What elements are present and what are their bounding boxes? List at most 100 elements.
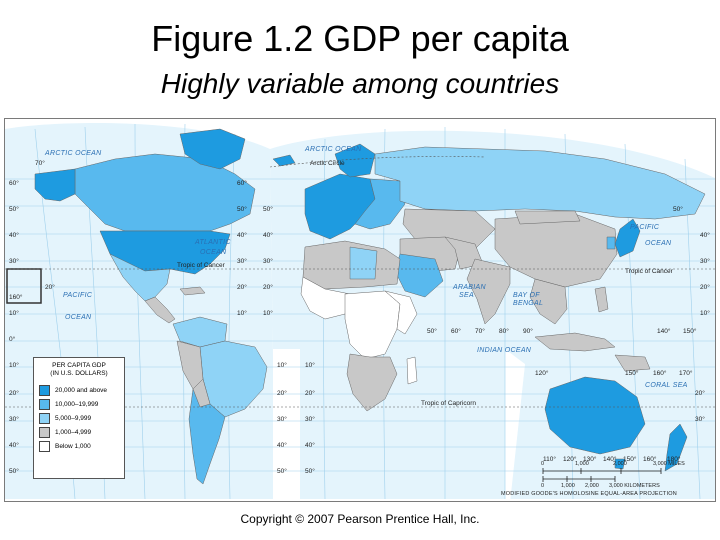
scale-km-0: 0 bbox=[541, 483, 545, 489]
legend-item: Below 1,000 bbox=[39, 440, 119, 453]
pacific-ocean-left-label-2: OCEAN bbox=[65, 314, 92, 321]
deg-label: 130° bbox=[583, 455, 597, 463]
scale-miles-2000: 2,000 bbox=[613, 461, 627, 467]
deg-label: 0° bbox=[9, 335, 16, 343]
deg-label: 110° bbox=[543, 455, 556, 463]
deg-label: 170° bbox=[679, 369, 693, 377]
central-america bbox=[144, 296, 176, 324]
deg-label: 40° bbox=[277, 441, 287, 449]
deg-label: 10° bbox=[9, 309, 19, 317]
hawaii-inset bbox=[6, 268, 42, 304]
legend-swatch bbox=[39, 427, 50, 438]
greenland bbox=[179, 128, 246, 170]
deg-label: 30° bbox=[700, 257, 710, 265]
deg-label: 10° bbox=[263, 309, 273, 317]
deg-label: 20° bbox=[305, 389, 315, 397]
deg-label: 10° bbox=[237, 309, 247, 317]
deg-label: 150° bbox=[683, 327, 697, 335]
deg-label: 150° bbox=[623, 455, 637, 463]
paraguay-bolivia bbox=[192, 378, 211, 408]
iran-afghanistan bbox=[444, 236, 484, 270]
legend-item: 20,000 and above bbox=[39, 384, 119, 397]
legend-swatch bbox=[39, 399, 50, 410]
deg-label: 50° bbox=[263, 205, 273, 213]
coral-sea-label: CORAL SEA bbox=[645, 382, 688, 389]
philippines bbox=[594, 286, 609, 313]
australia bbox=[544, 376, 646, 455]
deg-label: 140° bbox=[657, 327, 671, 335]
legend-item: 1,000–4,999 bbox=[39, 426, 119, 439]
arctic-circle-line bbox=[269, 156, 486, 168]
deg-label: 40° bbox=[700, 231, 710, 239]
scale-miles-1000: 1,000 bbox=[575, 461, 589, 467]
deg-label: 140° bbox=[603, 455, 617, 463]
tropic-of-capricorn-label: Tropic of Capricorn bbox=[421, 400, 476, 407]
deg-label: 120° bbox=[563, 455, 577, 463]
west-africa bbox=[300, 276, 351, 320]
deg-label: 30° bbox=[305, 415, 315, 423]
deg-label: 50° bbox=[9, 205, 19, 213]
deg-label: 30° bbox=[277, 415, 287, 423]
tasmania bbox=[614, 458, 626, 470]
legend-swatch bbox=[39, 441, 50, 452]
papua-new-guinea bbox=[614, 354, 651, 372]
deg-label: 60° bbox=[451, 327, 461, 335]
libya bbox=[349, 246, 378, 280]
deg-label: 10° bbox=[700, 309, 710, 317]
deg-label: 120° bbox=[535, 369, 549, 377]
deg-label: 10° bbox=[9, 361, 19, 369]
iceland bbox=[272, 154, 296, 167]
new-zealand bbox=[664, 423, 688, 472]
deg-label: 30° bbox=[263, 257, 273, 265]
legend-label: 20,000 and above bbox=[55, 387, 108, 394]
caribbean bbox=[179, 286, 206, 296]
legend-label: 1,000–4,999 bbox=[55, 429, 92, 436]
deg-label: 30° bbox=[9, 415, 19, 423]
legend-title-line1: PER CAPITA GDP bbox=[52, 362, 106, 369]
southeast-asia bbox=[529, 278, 568, 325]
russia bbox=[374, 146, 706, 220]
legend-label: 5,000–9,999 bbox=[55, 415, 92, 422]
legend-item: 5,000–9,999 bbox=[39, 412, 119, 425]
deg-label: 50° bbox=[9, 467, 19, 475]
pacific-ocean-right-label-2: OCEAN bbox=[645, 240, 672, 247]
deg-label: 20° bbox=[263, 283, 273, 291]
legend-swatch bbox=[39, 385, 50, 396]
map-legend: PER CAPITA GDP (IN U.S. DOLLARS) 20,000 … bbox=[33, 357, 125, 479]
deg-label: 160° bbox=[643, 455, 657, 463]
madagascar bbox=[406, 356, 418, 385]
arctic-ocean-left-label: ARCTIC OCEAN bbox=[44, 150, 102, 157]
legend-title: PER CAPITA GDP (IN U.S. DOLLARS) bbox=[39, 362, 119, 378]
copyright-notice: Copyright © 2007 Pearson Prentice Hall, … bbox=[240, 512, 480, 526]
world-map: ARCTIC OCEAN ARCTIC OCEAN ATLANTIC OCEAN… bbox=[4, 118, 716, 502]
deg-label: 160° bbox=[9, 293, 23, 301]
deg-label: 10° bbox=[277, 361, 287, 369]
legend-swatch bbox=[39, 413, 50, 424]
deg-label: 20° bbox=[9, 389, 19, 397]
deg-label: 40° bbox=[237, 231, 247, 239]
deg-label: 150° bbox=[625, 369, 639, 377]
deg-label: 160° bbox=[653, 369, 667, 377]
alaska bbox=[34, 168, 76, 202]
indonesia bbox=[534, 332, 616, 352]
arabian-sea-label-1: ARABIAN bbox=[452, 284, 486, 291]
scandinavia bbox=[334, 143, 376, 178]
slide-subtitle: Highly variable among countries bbox=[160, 68, 560, 99]
deg-label: 60° bbox=[237, 179, 247, 187]
deg-label: 90° bbox=[523, 327, 533, 335]
scale-graphic bbox=[542, 468, 662, 482]
deg-label: 40° bbox=[9, 231, 19, 239]
projection-note: MODIFIED GOODE'S HOMOLOSINE EQUAL-AREA P… bbox=[501, 491, 677, 497]
deg-label: 70° bbox=[475, 327, 485, 335]
deg-label: 30° bbox=[695, 415, 705, 423]
deg-label: 50° bbox=[277, 467, 287, 475]
deg-label: 60° bbox=[9, 179, 19, 187]
deg-label: 20° bbox=[700, 283, 710, 291]
scale-km-3000: 3,000 KILOMETERS bbox=[609, 483, 660, 489]
deg-label: 30° bbox=[9, 257, 19, 265]
canada bbox=[74, 153, 256, 232]
bay-of-bengal-label-1: BAY OF bbox=[513, 292, 540, 299]
south-korea bbox=[606, 236, 616, 250]
deg-label: 20° bbox=[45, 283, 55, 291]
deg-label: 30° bbox=[237, 257, 247, 265]
